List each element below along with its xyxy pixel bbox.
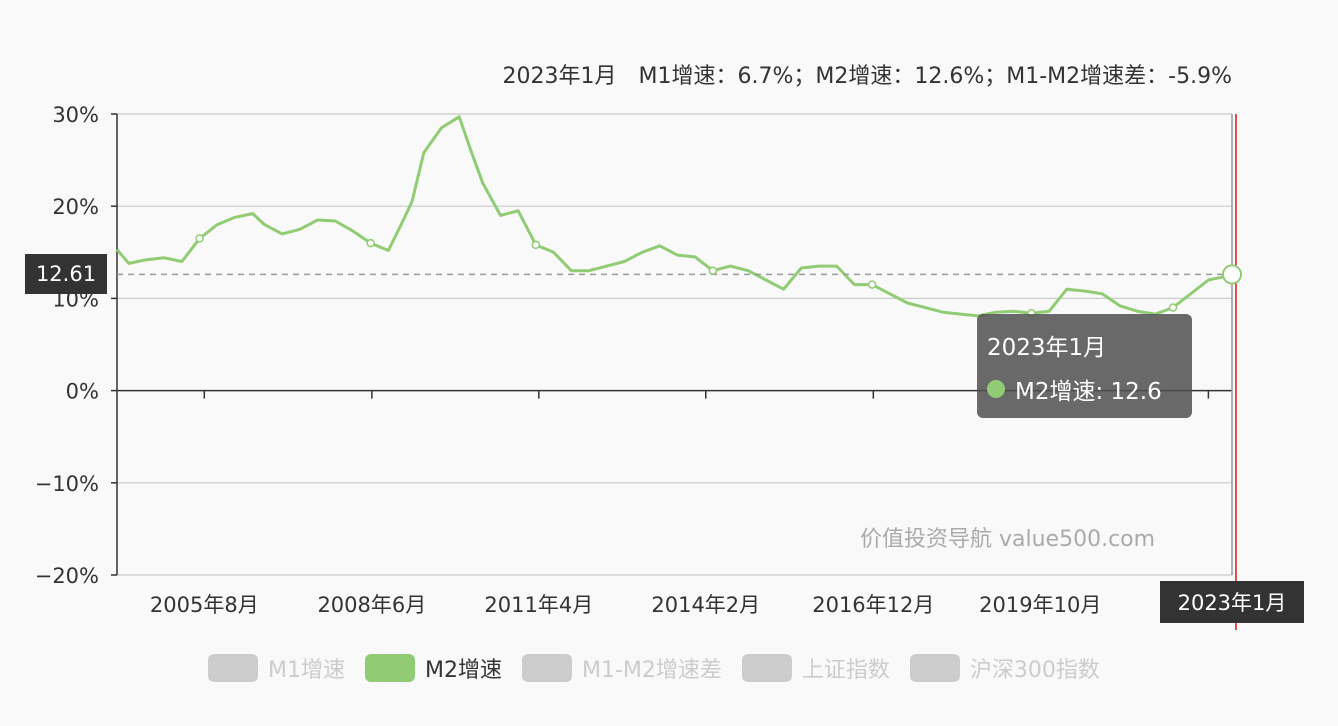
series-line-m2 [115,115,1233,318]
x-tick-label: 2014年2月 [651,593,760,617]
x-tick-label: 2011年4月 [484,593,593,617]
y-tick-label: 20% [52,195,99,219]
y-axis-pointer-label: 12.61 [25,254,107,294]
legend-item-csi300[interactable]: 沪深300指数 [909,652,1100,684]
y-tick-label: 30% [52,103,99,127]
legend-swatch-icon [208,654,258,682]
legend-item-m1-m2-diff[interactable]: M1-M2增速差 [521,652,722,684]
legend-swatch-icon [521,654,572,682]
x-tick-label: 2019年10月 [979,593,1101,617]
legend-item-m2[interactable]: M2增速 [364,652,502,684]
legend-label: 上证指数 [801,658,890,683]
y-tick-label: 0% [66,380,99,404]
legend-label: 沪深300指数 [969,658,1100,683]
tooltip-title: 2023年1月 [987,335,1107,361]
legend-label: M1增速 [268,658,345,683]
y-tick-label: −20% [35,564,99,588]
highlight-point [1222,264,1242,285]
watermark: 价值投资导航 value500.com [860,527,1156,552]
data-point [708,266,718,275]
x-tick-label: 2016年12月 [812,593,934,617]
x-tick-label: 2005年8月 [150,593,259,617]
data-point [867,280,877,289]
legend-item-shanghai-index[interactable]: 上证指数 [741,652,890,684]
legend-label: M2增速 [424,658,502,683]
legend-swatch-icon [909,654,960,682]
legend-swatch-icon [741,654,792,682]
header-summary: 2023年1月 M1增速：6.7%；M2增速：12.6%；M1-M2增速差：-5… [502,64,1232,89]
y-tick-label: −10% [35,472,99,496]
tooltip-series-value: M2增速: 12.6 [1015,379,1162,405]
legend-item-m1[interactable]: M1增速 [208,652,345,684]
legend-label: M1-M2增速差 [581,658,722,683]
tooltip-row: M2增速: 12.6 [987,372,1182,406]
legend: M1增速 M2增速 M1-M2增速差 上证指数 沪深300指数 [208,652,1100,684]
data-point [531,240,541,250]
tooltip: 2023年1月 M2增速: 12.6 [977,314,1192,418]
x-axis-pointer-label: 2023年1月 [1160,581,1304,623]
data-point [195,234,204,243]
data-point [366,238,375,248]
x-tick-label: 2008年6月 [317,593,426,617]
legend-swatch-icon [364,654,415,682]
data-point [1168,303,1178,312]
series-dot-icon [987,380,1005,398]
